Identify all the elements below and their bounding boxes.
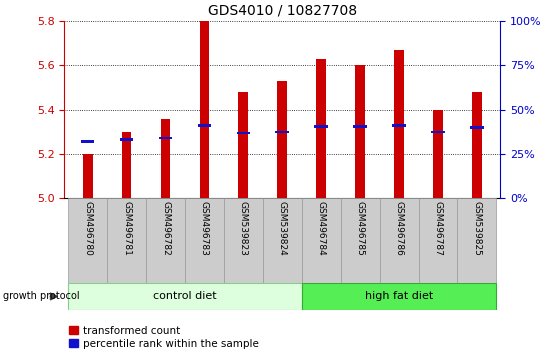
Text: GSM496781: GSM496781 bbox=[122, 201, 131, 256]
Bar bbox=[392, 124, 406, 127]
Text: GSM539825: GSM539825 bbox=[472, 201, 481, 256]
Bar bbox=[353, 125, 367, 128]
Bar bbox=[314, 125, 328, 128]
Text: GSM539824: GSM539824 bbox=[278, 201, 287, 256]
Bar bbox=[200, 21, 209, 198]
FancyBboxPatch shape bbox=[380, 198, 419, 283]
Title: GDS4010 / 10827708: GDS4010 / 10827708 bbox=[208, 3, 357, 17]
Text: GSM496786: GSM496786 bbox=[395, 201, 404, 256]
Bar bbox=[276, 131, 289, 133]
Text: GSM496780: GSM496780 bbox=[83, 201, 92, 256]
Text: GSM496784: GSM496784 bbox=[317, 201, 326, 256]
Text: control diet: control diet bbox=[153, 291, 217, 302]
Bar bbox=[236, 132, 250, 134]
Bar bbox=[277, 81, 287, 198]
Bar bbox=[122, 132, 131, 198]
Bar bbox=[239, 92, 248, 198]
Bar bbox=[472, 92, 482, 198]
Bar bbox=[83, 154, 92, 198]
FancyBboxPatch shape bbox=[185, 198, 224, 283]
Bar bbox=[433, 110, 443, 198]
Text: GSM496787: GSM496787 bbox=[434, 201, 443, 256]
FancyBboxPatch shape bbox=[146, 198, 185, 283]
FancyBboxPatch shape bbox=[419, 198, 457, 283]
Text: GSM496782: GSM496782 bbox=[161, 201, 170, 256]
FancyBboxPatch shape bbox=[107, 198, 146, 283]
FancyBboxPatch shape bbox=[302, 198, 340, 283]
FancyBboxPatch shape bbox=[263, 198, 302, 283]
Text: high fat diet: high fat diet bbox=[365, 291, 433, 302]
FancyBboxPatch shape bbox=[340, 198, 380, 283]
FancyBboxPatch shape bbox=[457, 198, 496, 283]
Bar bbox=[470, 126, 484, 129]
Bar bbox=[316, 59, 326, 198]
Bar bbox=[431, 131, 445, 133]
Text: GSM496783: GSM496783 bbox=[200, 201, 209, 256]
FancyBboxPatch shape bbox=[68, 283, 302, 310]
FancyBboxPatch shape bbox=[302, 283, 496, 310]
Text: GSM496785: GSM496785 bbox=[356, 201, 364, 256]
Bar bbox=[120, 138, 134, 141]
Text: GSM539823: GSM539823 bbox=[239, 201, 248, 256]
Bar bbox=[160, 119, 170, 198]
FancyBboxPatch shape bbox=[224, 198, 263, 283]
Bar bbox=[81, 141, 94, 143]
Bar bbox=[198, 124, 211, 127]
Legend: transformed count, percentile rank within the sample: transformed count, percentile rank withi… bbox=[69, 326, 259, 349]
Bar bbox=[394, 50, 404, 198]
Text: growth protocol: growth protocol bbox=[3, 291, 79, 302]
Bar bbox=[356, 65, 365, 198]
FancyBboxPatch shape bbox=[68, 198, 107, 283]
Bar bbox=[159, 137, 172, 139]
